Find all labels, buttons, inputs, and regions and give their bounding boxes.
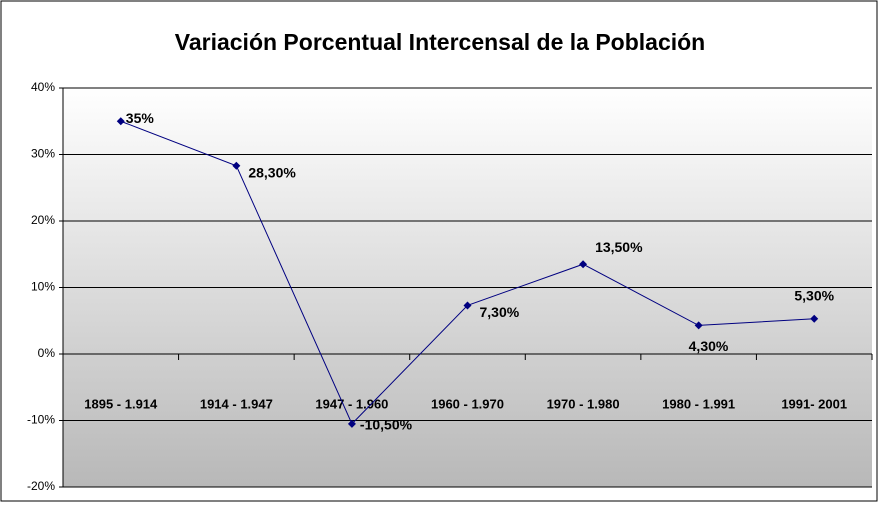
y-tick-label: -10% [27, 413, 55, 427]
y-tick-label: 40% [31, 80, 55, 94]
x-tick-label: 1947 - 1.960 [315, 396, 388, 411]
marker [694, 321, 703, 330]
data-label: 7,30% [480, 304, 520, 320]
x-tick-label: 1970 - 1.980 [547, 396, 620, 411]
x-tick-label: 1980 - 1.991 [662, 396, 735, 411]
y-tick-label: 0% [38, 346, 56, 360]
y-tick-label: 20% [31, 213, 55, 227]
y-tick-label: 30% [31, 147, 55, 161]
data-label: 35% [126, 110, 155, 126]
marker [116, 117, 125, 126]
data-label: 5,30% [794, 287, 834, 303]
marker [232, 161, 241, 170]
x-tick-label: 1914 - 1.947 [200, 396, 273, 411]
x-tick-label: 1960 - 1.970 [431, 396, 504, 411]
data-label: 13,50% [595, 239, 643, 255]
y-tick-label: -20% [27, 479, 55, 493]
x-tick-label: 1991- 2001 [781, 396, 847, 411]
marker [579, 260, 588, 269]
marker [347, 419, 356, 428]
x-tick-label: 1895 - 1.914 [84, 396, 158, 411]
data-label: 4,30% [689, 338, 729, 354]
y-tick-label: 10% [31, 280, 55, 294]
data-label: -10,50% [360, 417, 413, 433]
marker [810, 314, 819, 323]
chart-title: Variación Porcentual Intercensal de la P… [175, 29, 705, 55]
data-label: 28,30% [248, 165, 296, 181]
marker [463, 301, 472, 310]
